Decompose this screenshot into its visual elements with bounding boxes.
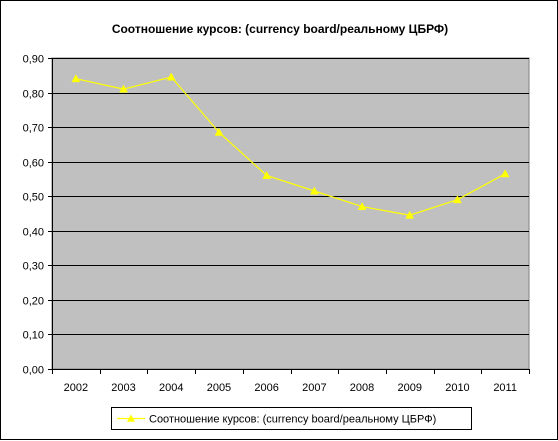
- legend-marker-swatch: [127, 414, 135, 422]
- y-tick-label: 0,40: [23, 227, 44, 239]
- y-tick-label: 0,70: [23, 123, 44, 135]
- y-tick-label: 0,90: [23, 54, 44, 66]
- plot-background: [51, 57, 530, 370]
- x-tick-label: 2005: [207, 382, 231, 394]
- x-tick-label: 2009: [398, 382, 422, 394]
- data-point: [453, 195, 462, 204]
- y-tick-label: 0,60: [23, 158, 44, 170]
- y-tick-label: 0,00: [23, 365, 44, 377]
- series-line: [75, 76, 506, 216]
- data-point: [166, 72, 176, 81]
- data-point: [262, 170, 272, 179]
- y-tick-label: 0,50: [23, 192, 44, 204]
- y-tick-label: 0,30: [23, 261, 44, 273]
- x-tick-label: 2006: [254, 382, 278, 394]
- data-point: [309, 186, 319, 195]
- plot-area: 0,00 0,10 0,20 0,30 0,40 0,50 0,60 0,70 0,80 0,90…: [23, 54, 530, 394]
- data-point: [214, 127, 224, 136]
- legend-box: [111, 407, 472, 430]
- x-tick-label: 2007: [302, 382, 326, 394]
- data-point: [500, 169, 510, 178]
- legend: Соотношение курсов: (currency board/реал…: [111, 407, 472, 430]
- data-point: [119, 84, 128, 93]
- x-tick-label: 2008: [350, 382, 374, 394]
- legend-label: Соотношение курсов: (currency board/реал…: [149, 414, 436, 426]
- chart-title: Соотношение курсов: (currency board/реал…: [112, 22, 448, 36]
- data-point: [357, 202, 367, 211]
- x-tick-label: 2004: [159, 382, 183, 394]
- y-tick-label: 0,10: [23, 330, 44, 342]
- y-tick-label: 0,20: [23, 296, 44, 308]
- x-tick-label: 2010: [445, 382, 469, 394]
- data-point: [71, 74, 81, 83]
- data-point: [405, 210, 415, 219]
- x-tick-label: 2011: [493, 382, 517, 394]
- y-tick-label: 0,80: [23, 89, 44, 101]
- x-tick-label: 2003: [111, 382, 135, 394]
- x-tick-label: 2002: [64, 382, 88, 394]
